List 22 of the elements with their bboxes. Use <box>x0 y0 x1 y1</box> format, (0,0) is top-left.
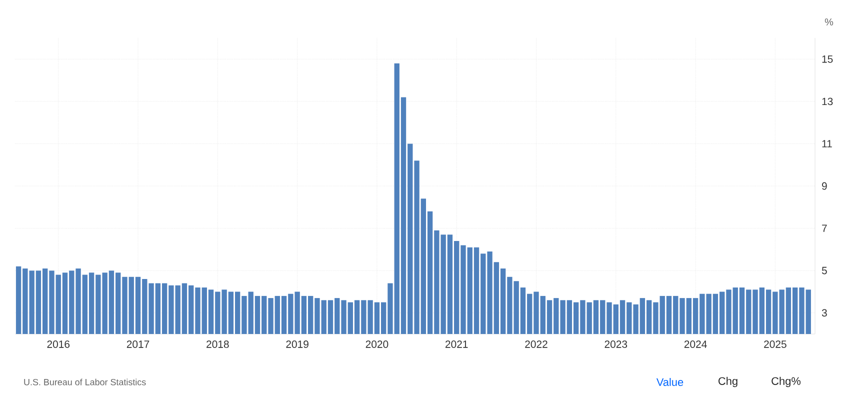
y-tick-label: 3 <box>822 309 827 317</box>
y-tick-label: 11 <box>822 140 832 148</box>
x-tick-label: 2022 <box>525 340 548 348</box>
text: U.S. Bureau of Labor Statistics <box>24 378 146 386</box>
x-tick-label: 2023 <box>604 340 628 348</box>
text: Value <box>656 378 684 386</box>
x-tick-label: 2024 <box>684 340 707 348</box>
y-tick-label: 7 <box>822 224 827 232</box>
y-tick-label: 15 <box>822 56 833 63</box>
y-tick-label: 9 <box>822 182 827 190</box>
x-tick-label: 2021 <box>446 340 468 348</box>
x-tick-label: 2017 <box>126 340 150 348</box>
x-tick-label: 2020 <box>366 340 388 348</box>
text: Chg <box>718 376 738 388</box>
x-tick-label: 2019 <box>286 340 308 348</box>
y-tick-label: 13 <box>822 98 833 106</box>
x-tick-label: 2025 <box>764 340 786 348</box>
x-tick-label: 2016 <box>47 340 70 348</box>
x-tick-label: 2018 <box>206 340 229 348</box>
text: Chg% <box>772 376 801 388</box>
y-axis-title: % <box>824 18 834 26</box>
y-tick-label: 5 <box>822 266 827 274</box>
